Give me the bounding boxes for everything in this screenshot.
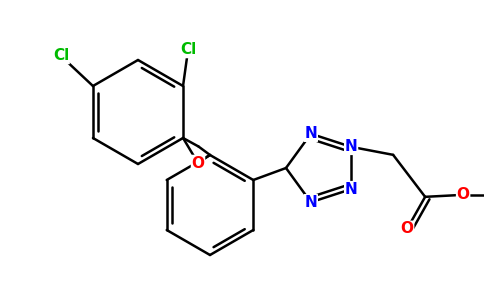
Text: N: N: [345, 139, 358, 154]
Text: O: O: [456, 187, 469, 202]
Text: O: O: [401, 221, 414, 236]
Text: O: O: [192, 155, 205, 170]
Text: N: N: [304, 126, 317, 141]
Text: N: N: [345, 182, 358, 197]
Text: N: N: [304, 195, 317, 210]
Text: Cl: Cl: [53, 49, 69, 64]
Text: Cl: Cl: [180, 43, 196, 58]
